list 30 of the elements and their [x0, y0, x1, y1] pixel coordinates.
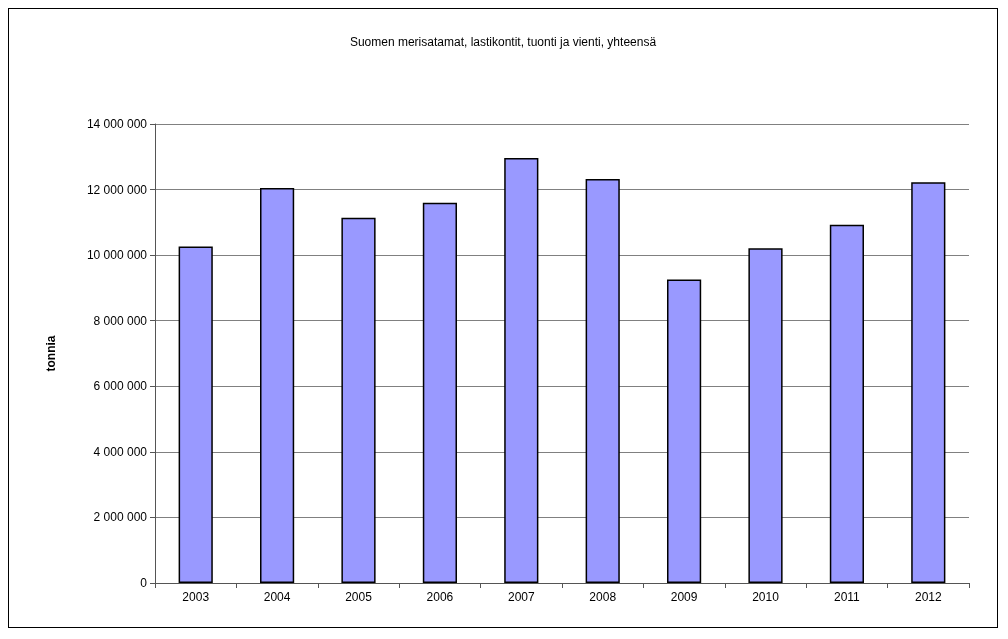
- y-tick-label: 4 000 000: [93, 444, 148, 459]
- x-tick-label: 2010: [752, 590, 780, 604]
- x-tick-label: 2007: [507, 590, 535, 604]
- bar: [911, 182, 946, 583]
- y-tick-label: 14 000 000: [86, 117, 148, 131]
- bar: [260, 187, 295, 583]
- x-tick-label: 2008: [589, 590, 617, 604]
- x-tick-label: 2004: [263, 590, 291, 604]
- bar: [585, 179, 620, 583]
- x-tick-label: 2003: [182, 590, 210, 604]
- x-tick-label: 2011: [833, 590, 861, 604]
- y-tick-label: 6 000 000: [93, 379, 148, 394]
- bar: [667, 279, 702, 583]
- y-tick-label: 0: [140, 576, 148, 590]
- x-tick-label: 2009: [670, 590, 698, 604]
- y-tick-label: 8 000 000: [93, 313, 148, 328]
- x-tick-label: 2012: [914, 590, 942, 604]
- y-tick-label: 12 000 000: [86, 182, 148, 197]
- bar: [178, 246, 213, 583]
- x-tick-label: 2006: [426, 590, 454, 604]
- chart-title: Suomen merisatamat, lastikontit, tuonti ja vienti, yhteensä: [349, 35, 657, 49]
- bar: [341, 217, 376, 583]
- bar: [504, 158, 539, 583]
- bar: [748, 248, 783, 583]
- y-axis-title: tonnia: [44, 335, 58, 372]
- bar: [829, 224, 864, 583]
- x-tick-label: 2005: [345, 590, 373, 604]
- bar: [422, 202, 457, 583]
- y-tick-label: 2 000 000: [93, 510, 148, 525]
- y-tick-label: 10 000 000: [86, 248, 148, 263]
